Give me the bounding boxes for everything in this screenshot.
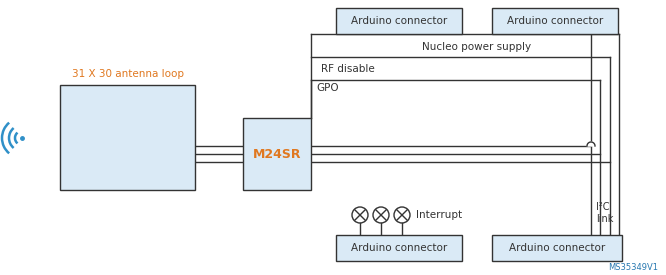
Text: GPO: GPO — [316, 83, 338, 93]
Bar — [336, 8, 462, 34]
Bar — [243, 118, 311, 190]
Text: 31 X 30 antenna loop: 31 X 30 antenna loop — [71, 69, 184, 79]
Bar — [336, 235, 462, 261]
Text: Arduino connector: Arduino connector — [351, 16, 447, 26]
Text: MS35349V1: MS35349V1 — [608, 263, 658, 272]
Text: Interrupt: Interrupt — [416, 210, 462, 220]
Text: Arduino connector: Arduino connector — [351, 243, 447, 253]
Text: Arduino connector: Arduino connector — [507, 16, 603, 26]
Bar — [60, 85, 195, 190]
Text: RF disable: RF disable — [321, 64, 375, 74]
Text: M24SR: M24SR — [253, 147, 301, 161]
Text: Nucleo power supply: Nucleo power supply — [422, 42, 531, 52]
Polygon shape — [587, 142, 595, 146]
Bar — [492, 235, 622, 261]
Text: I²C
link: I²C link — [596, 202, 613, 224]
Text: Arduino connector: Arduino connector — [509, 243, 605, 253]
Bar — [492, 8, 618, 34]
